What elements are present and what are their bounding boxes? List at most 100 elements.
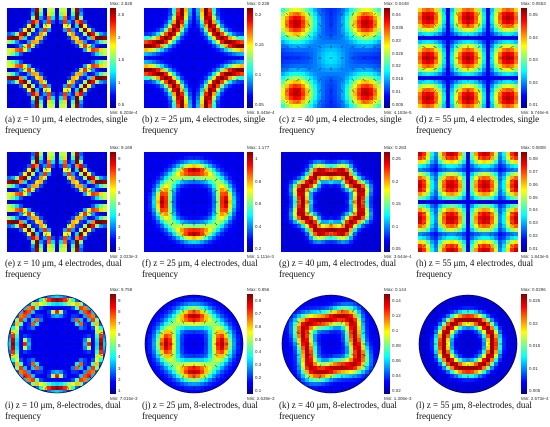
color-bar <box>247 8 253 108</box>
panel-caption: (d) z = 55 μm, 4 electrodes, single freq… <box>416 114 548 136</box>
colorbar-tick-label: 0.2 <box>392 179 398 184</box>
color-bar <box>384 294 390 394</box>
colorbar-tick-label: 0.1 <box>392 328 398 333</box>
field-plot <box>281 294 381 394</box>
colorbar-tick-label: 5 <box>118 201 121 206</box>
field-plot <box>418 152 518 252</box>
colorbar-tick-label: 0.03 <box>529 220 538 225</box>
colorbar-max-label: Max: 0.0448 <box>384 1 409 6</box>
panel-caption: (g) z = 40 μm, 4 electrodes, dual freque… <box>279 258 411 280</box>
colorbar-tick-label: 0.14 <box>392 298 401 303</box>
colorbar-tick-label: 0.015 <box>392 76 403 81</box>
panel-caption: (a) z = 10 μm, 4 electrodes, single freq… <box>5 114 137 136</box>
colorbar-max-label: Max: 9.169 <box>110 145 132 150</box>
colorbar-tick-label: 0.4 <box>255 349 261 354</box>
colorbar-tick-label: 0.06 <box>392 358 401 363</box>
colorbar-tick-label: 0.12 <box>392 313 401 318</box>
colorbar-tick-label: 0.8 <box>255 179 261 184</box>
colorbar-tick-label: 0.02 <box>529 80 538 85</box>
field-plot <box>281 8 381 108</box>
colorbar-ticks: 0.05 0.04 0.03 0.02 0.01 <box>529 8 549 108</box>
colorbar-tick-label: 0.7 <box>255 311 261 316</box>
colorbar-max-label: Max: 0.283 <box>384 145 406 150</box>
colorbar-tick-label: 1 <box>118 246 121 251</box>
colorbar-max-label: Max: 1.177 <box>247 145 269 150</box>
colorbar-tick-label: 3 <box>118 224 121 229</box>
colorbar-tick-label: 0.01 <box>529 102 538 107</box>
colorbar-tick-label: 0.06 <box>529 182 538 187</box>
colorbar-tick-label: 5 <box>118 343 121 348</box>
colorbar-tick-label: 4 <box>118 212 121 217</box>
colorbar-tick-label: 0.2 <box>255 375 261 380</box>
colorbar-tick-label: 1.5 <box>118 57 124 62</box>
colorbar-tick-label: 0.02 <box>392 63 401 68</box>
colorbar-tick-label: 7 <box>118 179 121 184</box>
colorbar-tick-label: 0.035 <box>392 25 403 30</box>
colorbar-tick-label: 2 <box>118 377 121 382</box>
panel-caption: (l) z = 55 μm, 8-electrodes, dual freque… <box>416 400 548 422</box>
panel-caption: (i) z = 10 μm, 8-electrodes, dual freque… <box>5 400 137 422</box>
colorbar-tick-label: 0.1 <box>255 388 261 393</box>
colorbar-tick-label: 0.025 <box>529 298 540 303</box>
panel-caption: (j) z = 25 μm, 8-electrodes, dual freque… <box>142 400 274 422</box>
color-bar <box>521 152 527 252</box>
colorbar-tick-label: 3 <box>118 366 121 371</box>
colorbar-tick-label: 0.05 <box>529 12 538 17</box>
color-bar <box>521 8 527 108</box>
color-bar <box>384 8 390 108</box>
field-plot <box>7 152 107 252</box>
colorbar-tick-label: 2 <box>118 35 121 40</box>
colorbar-tick-label: 1 <box>118 388 121 393</box>
panel-caption: (b) z = 25 μm, 4 electrodes, single freq… <box>142 114 274 136</box>
colorbar-tick-label: 0.025 <box>392 51 403 56</box>
colorbar-tick-label: 0.15 <box>392 201 401 206</box>
colorbar-tick-label: 0.08 <box>529 156 538 161</box>
colorbar-max-label: Max: 0.0553 <box>521 1 546 6</box>
color-bar <box>521 294 527 394</box>
colorbar-tick-label: 0.1 <box>392 224 398 229</box>
field-plot <box>7 294 107 394</box>
colorbar-tick-label: 0.02 <box>392 388 401 393</box>
colorbar-tick-label: 0.03 <box>529 57 538 62</box>
colorbar-tick-label: 9 <box>118 298 121 303</box>
panel-caption: (e) z = 10 μm, 4 electrodes, dual freque… <box>5 258 137 280</box>
colorbar-max-label: Max: 2.828 <box>110 1 132 6</box>
field-plot <box>418 8 518 108</box>
colorbar-max-label: Max: 0.0808 <box>521 145 546 150</box>
field-plot <box>281 152 381 252</box>
colorbar-tick-label: 0.005 <box>392 102 403 107</box>
colorbar-tick-label: 1 <box>255 156 258 161</box>
colorbar-tick-label: 0.05 <box>529 195 538 200</box>
colorbar-tick-label: 0.8 <box>255 298 261 303</box>
colorbar-tick-label: 0.2 <box>255 12 261 17</box>
colorbar-max-label: Max: 0.144 <box>384 287 406 292</box>
colorbar-max-label: Max: 9.759 <box>110 287 132 292</box>
colorbar-tick-label: 8 <box>118 309 121 314</box>
panel-caption: (f) z = 25 μm, 4 electrodes, dual freque… <box>142 258 274 280</box>
colorbar-tick-label: 0.01 <box>392 89 401 94</box>
colorbar-tick-label: 8 <box>118 167 121 172</box>
field-plot <box>418 294 518 394</box>
colorbar-tick-label: 9 <box>118 156 121 161</box>
colorbar-tick-label: 0.04 <box>529 207 538 212</box>
colorbar-tick-label: 0.04 <box>529 35 538 40</box>
colorbar-tick-label: 0.01 <box>529 366 538 371</box>
colorbar-tick-label: 0.03 <box>392 38 401 43</box>
color-bar <box>110 8 116 108</box>
field-plot <box>144 8 244 108</box>
colorbar-tick-label: 0.2 <box>255 246 261 251</box>
colorbar-tick-label: 0.3 <box>255 362 261 367</box>
colorbar-tick-label: 7 <box>118 321 121 326</box>
